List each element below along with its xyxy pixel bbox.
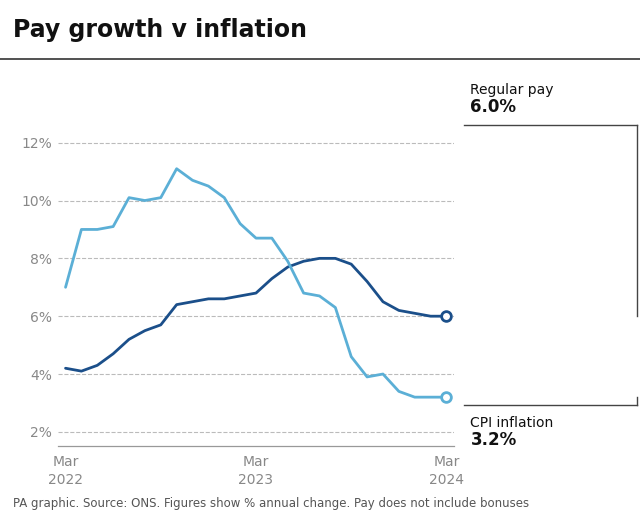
Text: 6.0%: 6.0% xyxy=(470,97,516,116)
Text: 3.2%: 3.2% xyxy=(470,430,516,449)
Text: Regular pay: Regular pay xyxy=(470,83,554,97)
Text: CPI inflation: CPI inflation xyxy=(470,416,554,430)
Text: Pay growth v inflation: Pay growth v inflation xyxy=(13,18,307,42)
Text: PA graphic. Source: ONS. Figures show % annual change. Pay does not include bonu: PA graphic. Source: ONS. Figures show % … xyxy=(13,498,529,510)
